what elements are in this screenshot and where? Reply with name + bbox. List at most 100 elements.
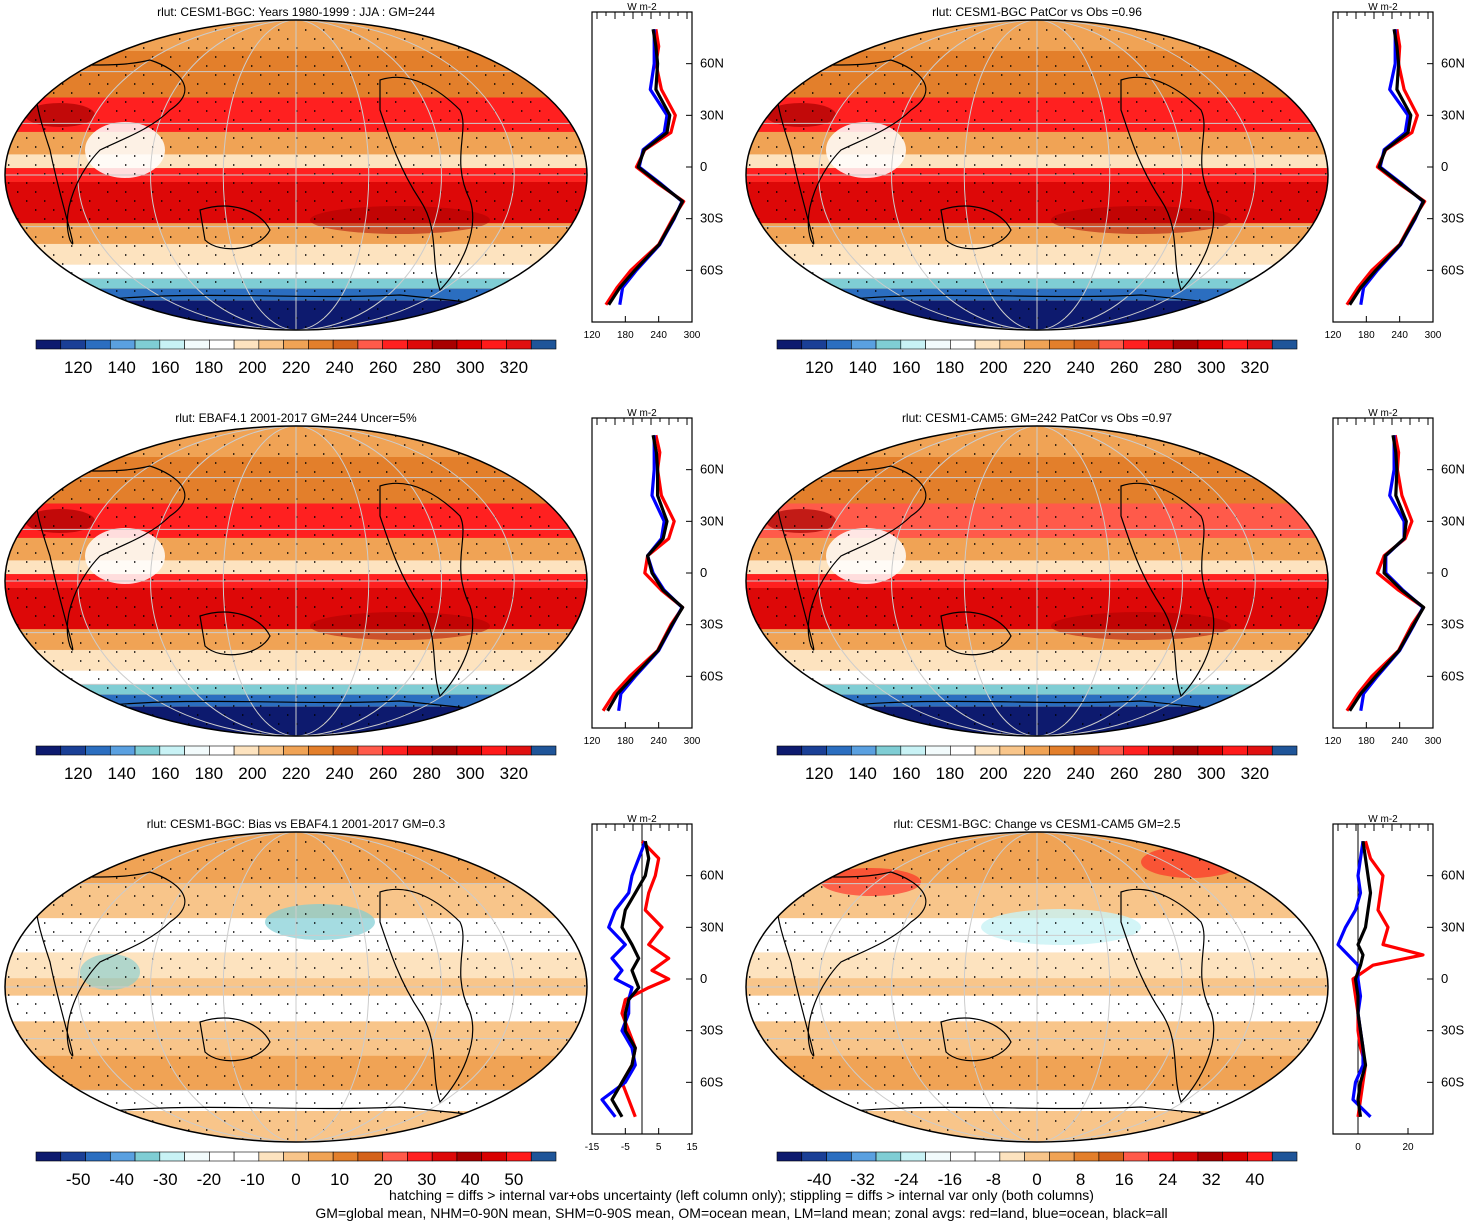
colorbar-swatch bbox=[826, 1151, 852, 1162]
colorbar-swatch bbox=[1222, 745, 1248, 756]
colorbar-swatch bbox=[109, 745, 136, 756]
colorbar-swatch bbox=[159, 1151, 185, 1162]
colorbar-tick-label: 280 bbox=[1154, 764, 1182, 783]
colorbar: -40 -32 -24 -16 -8 0 8 16 24 32 40 bbox=[776, 1151, 1298, 1187]
graticule bbox=[5, 20, 587, 330]
zonal-plot: W m-2 0 20 60N 30N 0 30S 60S bbox=[1332, 814, 1465, 1153]
colorbar-swatch bbox=[258, 1151, 284, 1162]
map-blob bbox=[826, 528, 906, 584]
colorbar-swatch bbox=[530, 1151, 557, 1162]
zonal-series-all bbox=[1348, 434, 1426, 712]
colorbar-swatch bbox=[357, 1151, 383, 1162]
colorbar-swatch bbox=[159, 339, 185, 350]
colorbar-swatch bbox=[974, 1151, 1001, 1162]
colorbar-tick-label: 240 bbox=[325, 764, 353, 783]
colorbar-tick-label: -40 bbox=[807, 1170, 832, 1187]
zonal-lat-label: 30S bbox=[1441, 617, 1464, 632]
map-band bbox=[746, 457, 1328, 504]
colorbar-swatch bbox=[60, 339, 86, 350]
colorbar-swatch bbox=[35, 745, 62, 756]
map-band bbox=[746, 20, 1328, 51]
zonal-xtick: 300 bbox=[684, 330, 701, 341]
map-blob bbox=[1051, 612, 1231, 640]
map-blob bbox=[1141, 846, 1241, 878]
map-outline bbox=[745, 831, 1329, 1143]
colorbar-swatch bbox=[357, 745, 383, 756]
map-blob bbox=[25, 509, 95, 533]
colorbar-swatch bbox=[1222, 1151, 1248, 1162]
colorbar-tick-label: 8 bbox=[1076, 1170, 1085, 1187]
map-band bbox=[5, 300, 587, 330]
zonal-series-land bbox=[1345, 28, 1427, 306]
colorbar-tick-label: 32 bbox=[1202, 1170, 1221, 1187]
colorbar-tick-label: 180 bbox=[195, 764, 223, 783]
colorbar-tick-label: 320 bbox=[500, 358, 528, 377]
map-band bbox=[5, 1055, 587, 1091]
colorbar-swatch bbox=[283, 745, 309, 756]
colorbar-swatch bbox=[776, 339, 803, 350]
colorbar-tick-label: 280 bbox=[1154, 358, 1182, 377]
map-blob bbox=[85, 122, 165, 178]
map-blob bbox=[766, 103, 836, 127]
colorbar: 120 140 160 180 200 220 240 260 280 300 320 bbox=[35, 339, 557, 377]
colorbar-swatch bbox=[1197, 1151, 1224, 1162]
colorbar-swatch bbox=[1148, 339, 1174, 350]
colorbar-swatch bbox=[407, 1151, 433, 1162]
map-outline bbox=[4, 19, 588, 331]
map-title: rlut: CESM1-BGC PatCor vs Obs =0.96 bbox=[932, 5, 1142, 19]
colorbar-swatch bbox=[357, 339, 383, 350]
map-title: rlut: CESM1-BGC: Change vs CESM1-CAM5 GM… bbox=[893, 817, 1180, 831]
map-band bbox=[746, 300, 1328, 330]
colorbar-swatch bbox=[530, 745, 557, 756]
colorbar-tick-label: 140 bbox=[108, 358, 136, 377]
map-panel: rlut: CESM1-BGC: Bias vs EBAF4.1 2001-20… bbox=[4, 814, 724, 1187]
colorbar-swatch bbox=[233, 745, 260, 756]
map-blob bbox=[25, 103, 95, 127]
map-band bbox=[746, 1111, 1328, 1142]
colorbar-tick-label: -16 bbox=[938, 1170, 963, 1187]
colorbar-swatch bbox=[1049, 745, 1075, 756]
map-band bbox=[5, 694, 587, 707]
colorbar-swatch bbox=[1123, 745, 1149, 756]
map-panel: rlut: CESM1-BGC: Change vs CESM1-CAM5 GM… bbox=[745, 814, 1465, 1187]
zonal-lat-label: 60S bbox=[1441, 1074, 1464, 1089]
colorbar-swatch bbox=[1271, 339, 1298, 350]
zonal-units: W m-2 bbox=[1368, 2, 1398, 13]
map-blob bbox=[80, 954, 140, 990]
zonal-lat-label: 60S bbox=[1441, 262, 1464, 277]
colorbar-tick-label: 300 bbox=[1197, 358, 1225, 377]
colorbar-swatch bbox=[332, 1151, 359, 1162]
colorbar-swatch bbox=[974, 339, 1001, 350]
map-band bbox=[5, 706, 587, 736]
colorbar-swatch bbox=[456, 745, 483, 756]
zonal-xtick: 20 bbox=[1402, 1142, 1414, 1153]
map-blob bbox=[310, 612, 490, 640]
colorbar-tick-label: -10 bbox=[240, 1170, 265, 1187]
colorbar-swatch bbox=[134, 339, 161, 350]
zonal-series-ocean bbox=[618, 29, 684, 306]
colorbar-swatch bbox=[506, 1151, 532, 1162]
colorbar: 120 140 160 180 200 220 240 260 280 300 320 bbox=[776, 339, 1298, 377]
colorbar: 120 140 160 180 200 220 240 260 280 300 320 bbox=[35, 745, 557, 783]
colorbar-swatch bbox=[1197, 745, 1224, 756]
zonal-lat-label: 60S bbox=[1441, 668, 1464, 683]
zonal-series-all bbox=[1353, 840, 1373, 1118]
colorbar-tick-label: 280 bbox=[413, 358, 441, 377]
colorbar-swatch bbox=[850, 745, 877, 756]
map-field bbox=[746, 832, 1328, 1142]
colorbar-swatch bbox=[209, 1151, 235, 1162]
zonal-plot: W m-2 -15 -5 5 15 60N 30N 0 30S 60S bbox=[585, 814, 724, 1153]
colorbar-swatch bbox=[1098, 1151, 1124, 1162]
map-field bbox=[5, 832, 587, 1142]
zonal-lat-label: 0 bbox=[700, 159, 707, 174]
zonal-series-ocean bbox=[600, 840, 647, 1118]
zonal-lat-label: 0 bbox=[1441, 971, 1448, 986]
colorbar-swatch bbox=[1024, 745, 1050, 756]
map-band bbox=[5, 181, 587, 224]
zonal-xtick: 180 bbox=[617, 330, 634, 341]
colorbar-tick-label: -32 bbox=[850, 1170, 875, 1187]
zonal-lat-label: 0 bbox=[1441, 565, 1448, 580]
colorbar-swatch bbox=[60, 1151, 86, 1162]
zonal-lat-label: 60N bbox=[700, 868, 724, 883]
colorbar-tick-label: -50 bbox=[66, 1170, 91, 1187]
